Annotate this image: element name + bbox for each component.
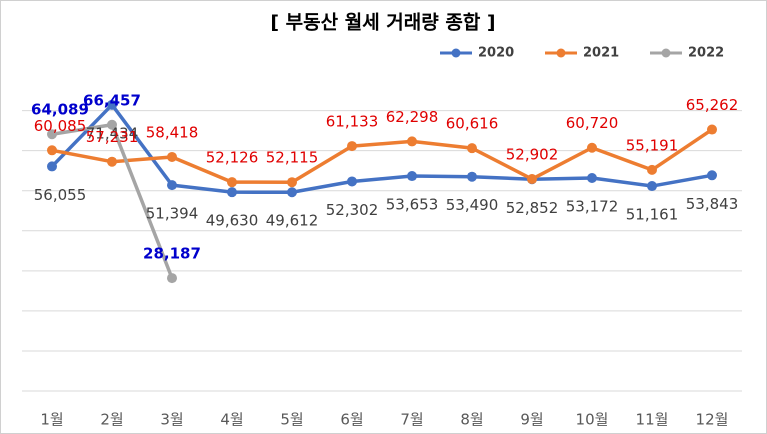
- data-label: 52,302: [326, 201, 379, 219]
- data-label: 52,902: [506, 146, 559, 164]
- x-tick-label: 4월: [220, 411, 243, 429]
- data-point: [647, 181, 657, 192]
- data-label: 71,434: [86, 124, 139, 142]
- data-point: [407, 136, 417, 147]
- data-point: [347, 141, 357, 152]
- data-point: [647, 164, 657, 175]
- data-label: 65,262: [686, 96, 739, 114]
- data-point: [107, 156, 117, 167]
- data-label: 64,089: [31, 101, 89, 119]
- data-point: [107, 99, 117, 110]
- data-label: 49,612: [266, 212, 319, 230]
- data-label: 60,085: [34, 117, 87, 135]
- x-tick-label: 6월: [340, 411, 363, 429]
- data-point: [347, 176, 357, 187]
- series-line: [50, 103, 713, 194]
- series-line: [51, 128, 713, 184]
- data-point: [167, 273, 177, 284]
- data-label: 51,161: [626, 206, 679, 224]
- data-label: 28,187: [143, 245, 201, 263]
- x-tick-label: 3월: [160, 411, 183, 429]
- chart-title: [ 부동산 월세 거래량 종합 ]: [270, 12, 495, 34]
- data-label: 57,231: [86, 128, 139, 146]
- data-point: [587, 142, 597, 153]
- data-point: [527, 174, 537, 185]
- data-point: [47, 145, 57, 156]
- data-point: [467, 171, 477, 182]
- x-tick-label: 7월: [400, 411, 423, 429]
- data-label: 60,720: [566, 114, 619, 132]
- data-point: [587, 172, 597, 183]
- data-point: [47, 129, 57, 140]
- data-point: [707, 124, 717, 135]
- x-tick-label: 5월: [280, 411, 303, 429]
- data-label: 53,653: [386, 196, 439, 214]
- data-label: 49,630: [206, 212, 259, 230]
- data-point: [707, 170, 717, 181]
- data-label: 52,126: [206, 149, 259, 167]
- legend-label: 2020: [478, 46, 514, 61]
- data-point: [227, 187, 237, 198]
- legend-label: 2021: [583, 46, 619, 61]
- data-point: [287, 177, 297, 188]
- data-label: 61,133: [326, 113, 379, 131]
- data-label: 55,191: [626, 136, 679, 154]
- data-label: 62,298: [386, 108, 439, 126]
- x-tick-label: 8월: [460, 411, 483, 429]
- data-label: 53,490: [446, 196, 499, 214]
- x-tick-label: 9월: [520, 411, 543, 429]
- data-point: [167, 180, 177, 191]
- data-label: 52,115: [266, 149, 319, 167]
- legend-label: 2022: [688, 46, 724, 61]
- data-point: [107, 119, 117, 130]
- data-point: [407, 171, 417, 182]
- x-tick-label: 11월: [636, 411, 669, 429]
- data-label: 66,457: [83, 91, 141, 109]
- data-label: 53,843: [686, 195, 739, 213]
- legend-marker: [451, 48, 461, 58]
- data-label: 52,852: [506, 199, 559, 217]
- x-tick-label: 2월: [100, 411, 123, 429]
- data-point: [467, 143, 477, 154]
- x-tick-label: 1월: [40, 411, 63, 429]
- data-point: [167, 151, 177, 162]
- data-label: 60,616: [446, 115, 499, 133]
- x-tick-label: 10월: [576, 411, 609, 429]
- data-label: 58,418: [146, 123, 199, 141]
- x-tick-label: 12월: [696, 411, 729, 429]
- legend-marker: [661, 48, 671, 58]
- data-label: 53,172: [566, 197, 619, 215]
- data-point: [47, 161, 57, 172]
- data-label: 56,055: [34, 186, 87, 204]
- legend-marker: [556, 48, 566, 58]
- data-point: [287, 187, 297, 198]
- data-point: [227, 177, 237, 188]
- data-label: 51,394: [146, 205, 199, 223]
